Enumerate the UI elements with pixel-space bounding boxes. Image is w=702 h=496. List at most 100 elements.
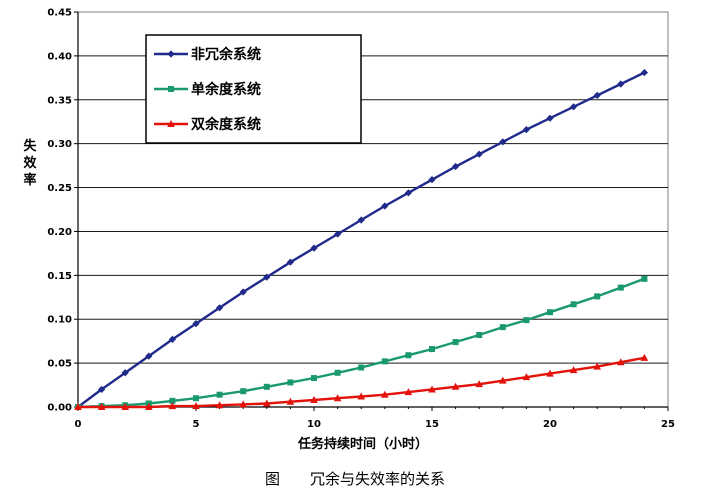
data-point: [286, 397, 295, 405]
data-point: [286, 258, 294, 266]
legend-item: 双余度系统: [154, 116, 261, 133]
y-tick-label: 0.00: [47, 403, 72, 414]
data-point: [594, 293, 601, 300]
x-tick-label: 5: [193, 419, 200, 430]
x-tick-labels: 0 5 10 15 20 25: [75, 419, 675, 430]
data-point: [546, 114, 554, 122]
data-point: [522, 373, 531, 381]
data-point: [287, 379, 294, 386]
data-point: [475, 150, 483, 158]
data-point: [216, 304, 224, 312]
data-point: [239, 400, 247, 408]
data-point: [593, 91, 601, 99]
data-point: [451, 382, 460, 390]
data-point: [239, 288, 247, 296]
legend-marker: [167, 120, 175, 127]
series-1: [74, 68, 648, 411]
data-point: [476, 332, 483, 339]
data-point: [523, 317, 530, 324]
data-point: [193, 395, 199, 402]
x-tick-label: 20: [543, 419, 557, 430]
data-point: [547, 309, 553, 316]
figure-caption: 图 冗余与失效率的关系: [265, 470, 445, 488]
data-point: [169, 397, 176, 404]
y-tick-label: 0.20: [47, 227, 72, 238]
data-point: [215, 401, 224, 409]
data-point: [428, 385, 436, 393]
data-point: [357, 392, 365, 400]
x-tick-label: 15: [425, 419, 439, 430]
x-axis-title: 任务持续时间（小时）: [297, 436, 428, 452]
data-point: [640, 353, 649, 361]
data-point: [617, 358, 625, 366]
legend-label: 非冗余系统: [191, 46, 261, 63]
series-group: [74, 68, 649, 411]
data-point: [97, 403, 106, 410]
data-point: [522, 126, 530, 134]
data-point: [358, 364, 365, 371]
data-point: [569, 366, 578, 374]
data-point: [475, 380, 483, 388]
data-point: [428, 176, 436, 184]
data-point: [192, 402, 200, 410]
data-point: [405, 352, 412, 359]
data-point: [310, 244, 318, 252]
data-point: [499, 138, 507, 146]
data-point: [499, 376, 507, 384]
data-point: [310, 395, 318, 403]
y-tick-label: 0.15: [47, 271, 72, 282]
legend-label: 双余度系统: [191, 116, 261, 133]
y-tick-label: 0.10: [47, 315, 72, 326]
y-tick-label: 0.45: [47, 8, 72, 19]
data-point: [263, 399, 271, 407]
legend-marker: [167, 50, 175, 58]
data-point: [98, 385, 106, 394]
y-tick-label: 0.05: [47, 359, 72, 370]
legend-label: 单余度系统: [191, 81, 261, 98]
y-tick-label: 0.30: [47, 139, 72, 150]
data-point: [452, 162, 460, 171]
data-point: [145, 403, 153, 410]
data-point: [216, 391, 223, 398]
x-tick-label: 0: [75, 419, 82, 430]
data-point: [333, 394, 342, 402]
data-point: [641, 275, 648, 282]
series-3: [74, 353, 649, 410]
data-point: [263, 273, 271, 281]
data-point: [381, 202, 389, 210]
y-axis-title: 失效率: [23, 138, 37, 188]
legend-item: 非冗余系统: [154, 46, 261, 63]
data-point: [263, 383, 270, 390]
data-point: [334, 369, 341, 376]
data-point: [381, 390, 389, 398]
data-point: [617, 80, 625, 88]
data-point: [452, 339, 459, 346]
data-point: [429, 346, 435, 353]
data-point: [357, 216, 365, 224]
data-point: [74, 403, 82, 410]
data-point: [121, 403, 129, 410]
data-point: [546, 369, 554, 377]
legend-item: 单余度系统: [154, 81, 261, 98]
data-point: [192, 320, 200, 328]
data-point: [334, 230, 342, 238]
data-point: [168, 335, 176, 344]
data-point: [499, 324, 506, 331]
legend-marker: [168, 86, 174, 92]
y-tick-labels: 0.00 0.05 0.10 0.15 0.20 0.25 0.30 0.35 0.40 0.45: [47, 8, 72, 414]
data-point: [168, 402, 177, 410]
data-point: [121, 369, 129, 377]
data-point: [381, 358, 388, 365]
series-2: [75, 275, 648, 410]
data-point: [640, 68, 648, 77]
y-tick-label: 0.25: [47, 183, 72, 194]
data-point: [404, 388, 413, 396]
data-point: [617, 284, 624, 291]
data-point: [404, 189, 412, 197]
y-tick-label: 0.40: [47, 51, 72, 62]
data-point: [593, 362, 601, 370]
data-point: [145, 352, 153, 360]
